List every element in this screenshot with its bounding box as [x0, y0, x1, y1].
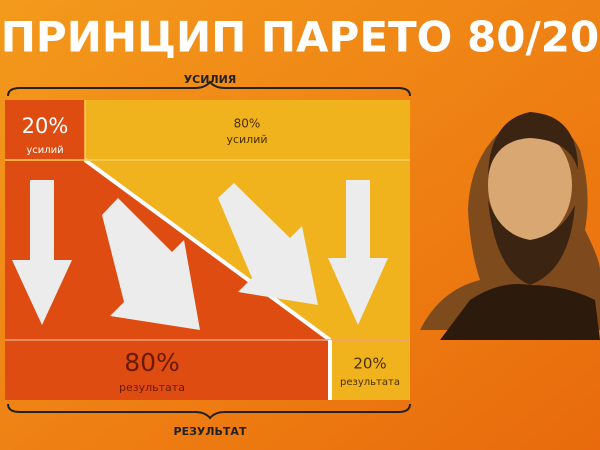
arrow: [12, 180, 72, 325]
divider: [83, 158, 332, 342]
arrow: [102, 198, 200, 330]
block-value: 20%: [353, 355, 386, 373]
block-value: 80%: [234, 117, 261, 131]
block-caption: результата: [119, 381, 185, 394]
title: ПРИНЦИП ПАРЕТО 80/20: [1, 13, 599, 62]
portrait: [420, 112, 600, 340]
arrows: [12, 180, 388, 330]
block-value: 20%: [22, 114, 69, 138]
arrow: [328, 180, 388, 325]
block-value: 80%: [124, 348, 180, 377]
block-caption: результата: [340, 377, 400, 388]
top-label: УСИЛИЯ: [184, 73, 237, 86]
top-brace: [7, 80, 411, 97]
block-caption: усилий: [26, 145, 63, 156]
bottom-brace: [7, 403, 411, 420]
block-caption: усилий: [226, 133, 267, 146]
arrow: [218, 183, 318, 305]
bottom-label: РЕЗУЛЬТАТ: [174, 425, 247, 438]
